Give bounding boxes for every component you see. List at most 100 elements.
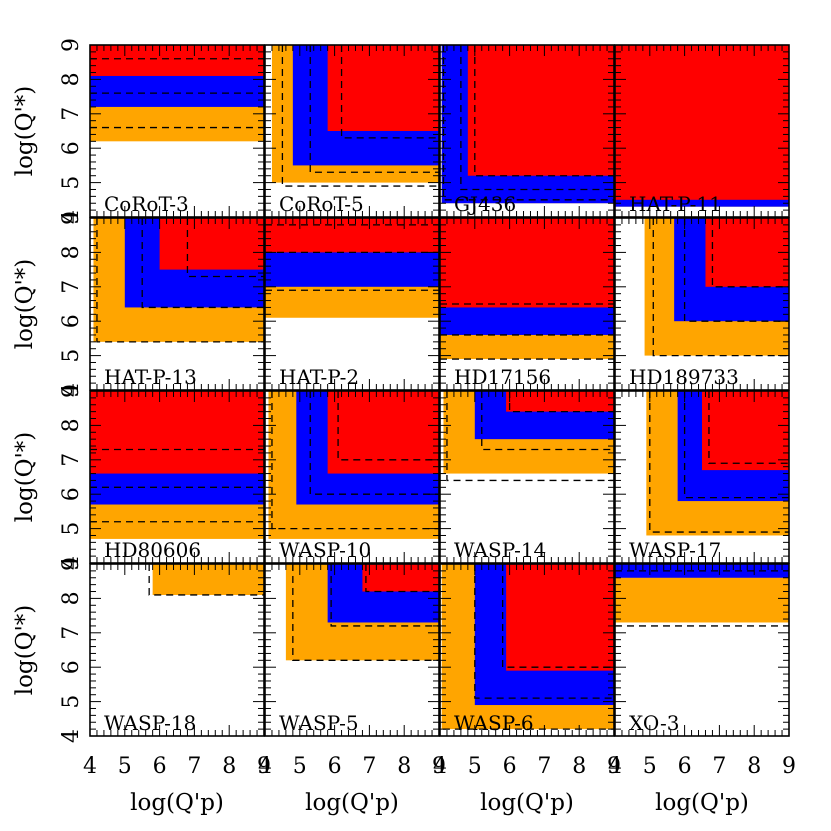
panel-ticks — [614, 44, 790, 218]
panel-title: XO-3 — [629, 711, 680, 735]
region-inner — [467, 45, 614, 176]
y-tick-label: 6 — [59, 660, 84, 674]
dashed-boundary — [281, 45, 439, 187]
x-tick-label: 6 — [328, 754, 342, 779]
y-tick-label: 5 — [59, 522, 84, 536]
panel-ticks — [614, 390, 790, 564]
x-tick-label: 7 — [362, 754, 376, 779]
panel-gj436: GJ436 — [439, 44, 615, 218]
panel-title: HD17156 — [454, 365, 551, 389]
region-outer — [152, 564, 264, 595]
x-tick-label: 7 — [537, 754, 551, 779]
region-inner — [327, 45, 439, 131]
panel-title: WASP-18 — [104, 711, 196, 735]
panel-hd189733: HD189733 — [614, 217, 790, 391]
region-inner — [705, 218, 789, 287]
x-tick-label: 8 — [222, 754, 236, 779]
dashed-boundary — [446, 391, 614, 482]
x-tick-label: 6 — [503, 754, 517, 779]
dashed-boundary — [365, 564, 439, 593]
y-tick-label: 5 — [59, 349, 84, 363]
panel-wasp-18: WASP-18 — [89, 563, 265, 737]
dashed-boundary — [460, 45, 614, 191]
y-tick-label: 9 — [59, 384, 84, 398]
panels-layer: CoRoT-3 CoRoT-5 GJ436 HAT-P-11 HAT-P-13 HAT-P… — [89, 44, 790, 737]
panel-regions — [615, 391, 789, 563]
y-tick-label: 4 — [59, 210, 84, 224]
panel-regions — [615, 45, 789, 217]
region-inner — [327, 391, 439, 474]
panel-title: WASP-5 — [279, 711, 359, 735]
panel-regions — [265, 45, 439, 217]
region-inner — [159, 218, 264, 270]
region-inner — [265, 218, 439, 253]
x-tick-label: 9 — [607, 754, 621, 779]
panel-frame — [89, 563, 265, 737]
panel-title: WASP-10 — [279, 538, 371, 562]
x-tick-label: 4 — [433, 754, 447, 779]
panel-frame — [89, 217, 265, 391]
panel-title: GJ436 — [454, 192, 516, 216]
x-tick-label: 8 — [572, 754, 586, 779]
x-tick-label: 7 — [712, 754, 726, 779]
panel-regions — [90, 218, 264, 390]
x-tick-label: 8 — [747, 754, 761, 779]
panel-frame — [264, 390, 440, 564]
dashed-boundary — [440, 564, 614, 730]
panel-wasp-10: WASP-10 — [264, 390, 440, 564]
dashed-boundary — [442, 45, 614, 201]
y-tick-label: 6 — [59, 141, 84, 155]
y-tick-label: 6 — [59, 487, 84, 501]
y-axis-label: log(Q'*) — [12, 605, 38, 696]
panel-frame — [614, 44, 790, 218]
y-tick-label: 6 — [59, 314, 84, 328]
panel-regions — [615, 564, 789, 736]
region-inner — [440, 218, 614, 308]
panel-hd17156: HD17156 — [439, 217, 615, 391]
dashed-boundary — [292, 564, 439, 661]
panel-title: HD80606 — [104, 538, 201, 562]
y-tick-label: 4 — [59, 556, 84, 570]
panel-frame — [439, 390, 615, 564]
panel-wasp-17: WASP-17 — [614, 390, 790, 564]
panel-frame — [264, 44, 440, 218]
dashed-boundary — [337, 391, 439, 461]
x-axis-label: log(Q'p) — [305, 790, 399, 816]
y-tick-label: 5 — [59, 176, 84, 190]
dashed-boundary — [708, 391, 789, 464]
y-tick-label: 8 — [59, 245, 84, 259]
dashed-boundary — [96, 218, 264, 343]
x-tick-label: 5 — [118, 754, 132, 779]
panel-title: HAT-P-2 — [279, 365, 359, 389]
y-tick-label: 9 — [59, 211, 84, 225]
dashed-boundary — [141, 218, 264, 309]
panel-hd80606: HD80606 — [89, 390, 265, 564]
dashed-boundary — [474, 564, 614, 699]
panel-corot-5: CoRoT-5 — [264, 44, 440, 218]
region-inner — [506, 391, 614, 412]
x-axis-label: log(Q'p) — [655, 790, 749, 816]
y-tick-label: 8 — [59, 591, 84, 605]
x-tick-label: 4 — [258, 754, 272, 779]
panel-title: CoRoT-5 — [279, 192, 364, 216]
panel-frame — [614, 563, 790, 737]
y-tick-label: 7 — [59, 453, 84, 467]
x-tick-label: 9 — [432, 754, 446, 779]
x-tick-label: 9 — [782, 754, 796, 779]
y-tick-label: 7 — [59, 107, 84, 121]
dashed-boundary — [330, 564, 439, 627]
panel-title: HD189733 — [629, 365, 739, 389]
panel-hat-p-11: HAT-P-11 — [614, 44, 790, 218]
x-tick-label: 4 — [608, 754, 622, 779]
panel-xo-3: XO-3 — [614, 563, 790, 737]
x-tick-label: 9 — [257, 754, 271, 779]
dashed-boundary — [148, 564, 264, 596]
dashed-boundary — [652, 218, 789, 357]
y-tick-label: 5 — [59, 695, 84, 709]
panel-frame — [439, 44, 615, 218]
x-axis-label: log(Q'p) — [480, 790, 574, 816]
region-inner — [506, 564, 614, 671]
y-axis-label: log(Q'*) — [12, 432, 38, 523]
